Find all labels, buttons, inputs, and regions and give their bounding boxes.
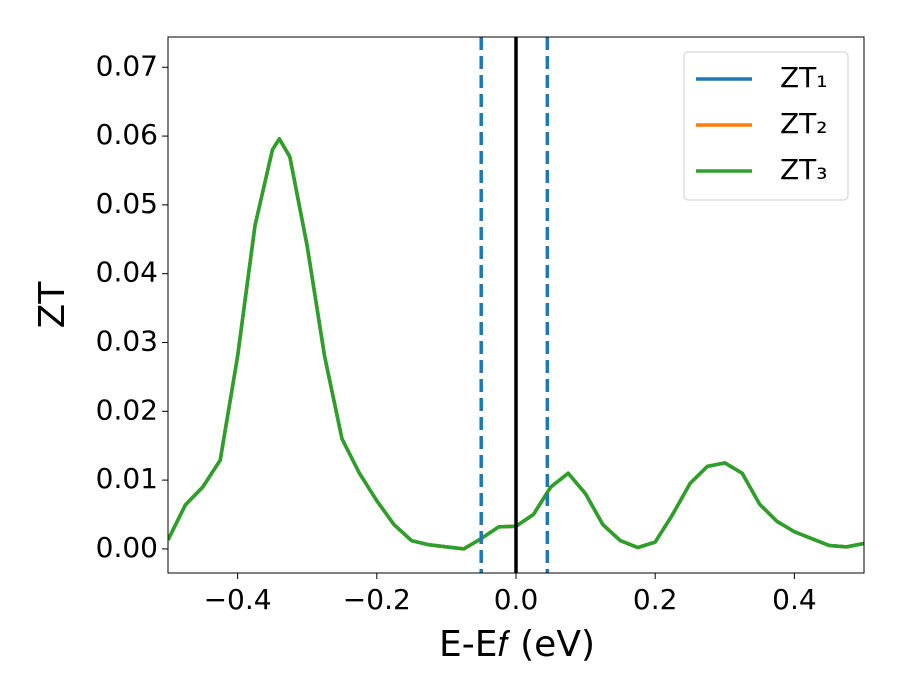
legend-label: ZT₃: [780, 153, 828, 186]
series-line: [168, 137, 864, 551]
y-tick-label: 0.07: [96, 49, 158, 82]
x-tick-label: 0.4: [772, 583, 817, 616]
y-axis-label: ZT: [32, 281, 73, 329]
y-tick-label: 0.04: [96, 256, 158, 289]
plot-frame: [167, 36, 865, 574]
y-tick-label: 0.01: [96, 462, 158, 495]
x-tick-label: 0.2: [633, 583, 678, 616]
legend-label: ZT₁: [780, 61, 828, 94]
legend-box: [683, 51, 849, 201]
y-tick-label: 0.02: [96, 393, 158, 426]
y-tick-label: 0.03: [96, 324, 158, 357]
x-tick-label: 0.0: [494, 583, 539, 616]
legend: ZT₁ ZT₂ ZT₃: [683, 51, 849, 201]
x-tick-label: −0.2: [343, 583, 411, 616]
legend-label: ZT₂: [780, 107, 828, 140]
y-tick-label: 0.06: [96, 118, 158, 151]
y-tick-label: 0.05: [96, 187, 158, 220]
x-tick-label: −0.4: [204, 583, 272, 616]
y-tick-label: 0.00: [96, 531, 158, 564]
x-axis-label: E-E𝑓 (eV): [439, 624, 595, 665]
